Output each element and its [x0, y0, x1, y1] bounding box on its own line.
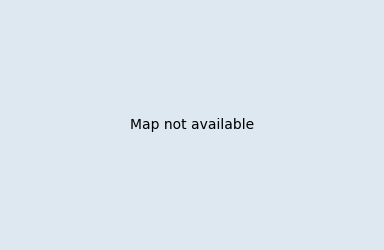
Text: Map not available: Map not available [130, 118, 254, 132]
